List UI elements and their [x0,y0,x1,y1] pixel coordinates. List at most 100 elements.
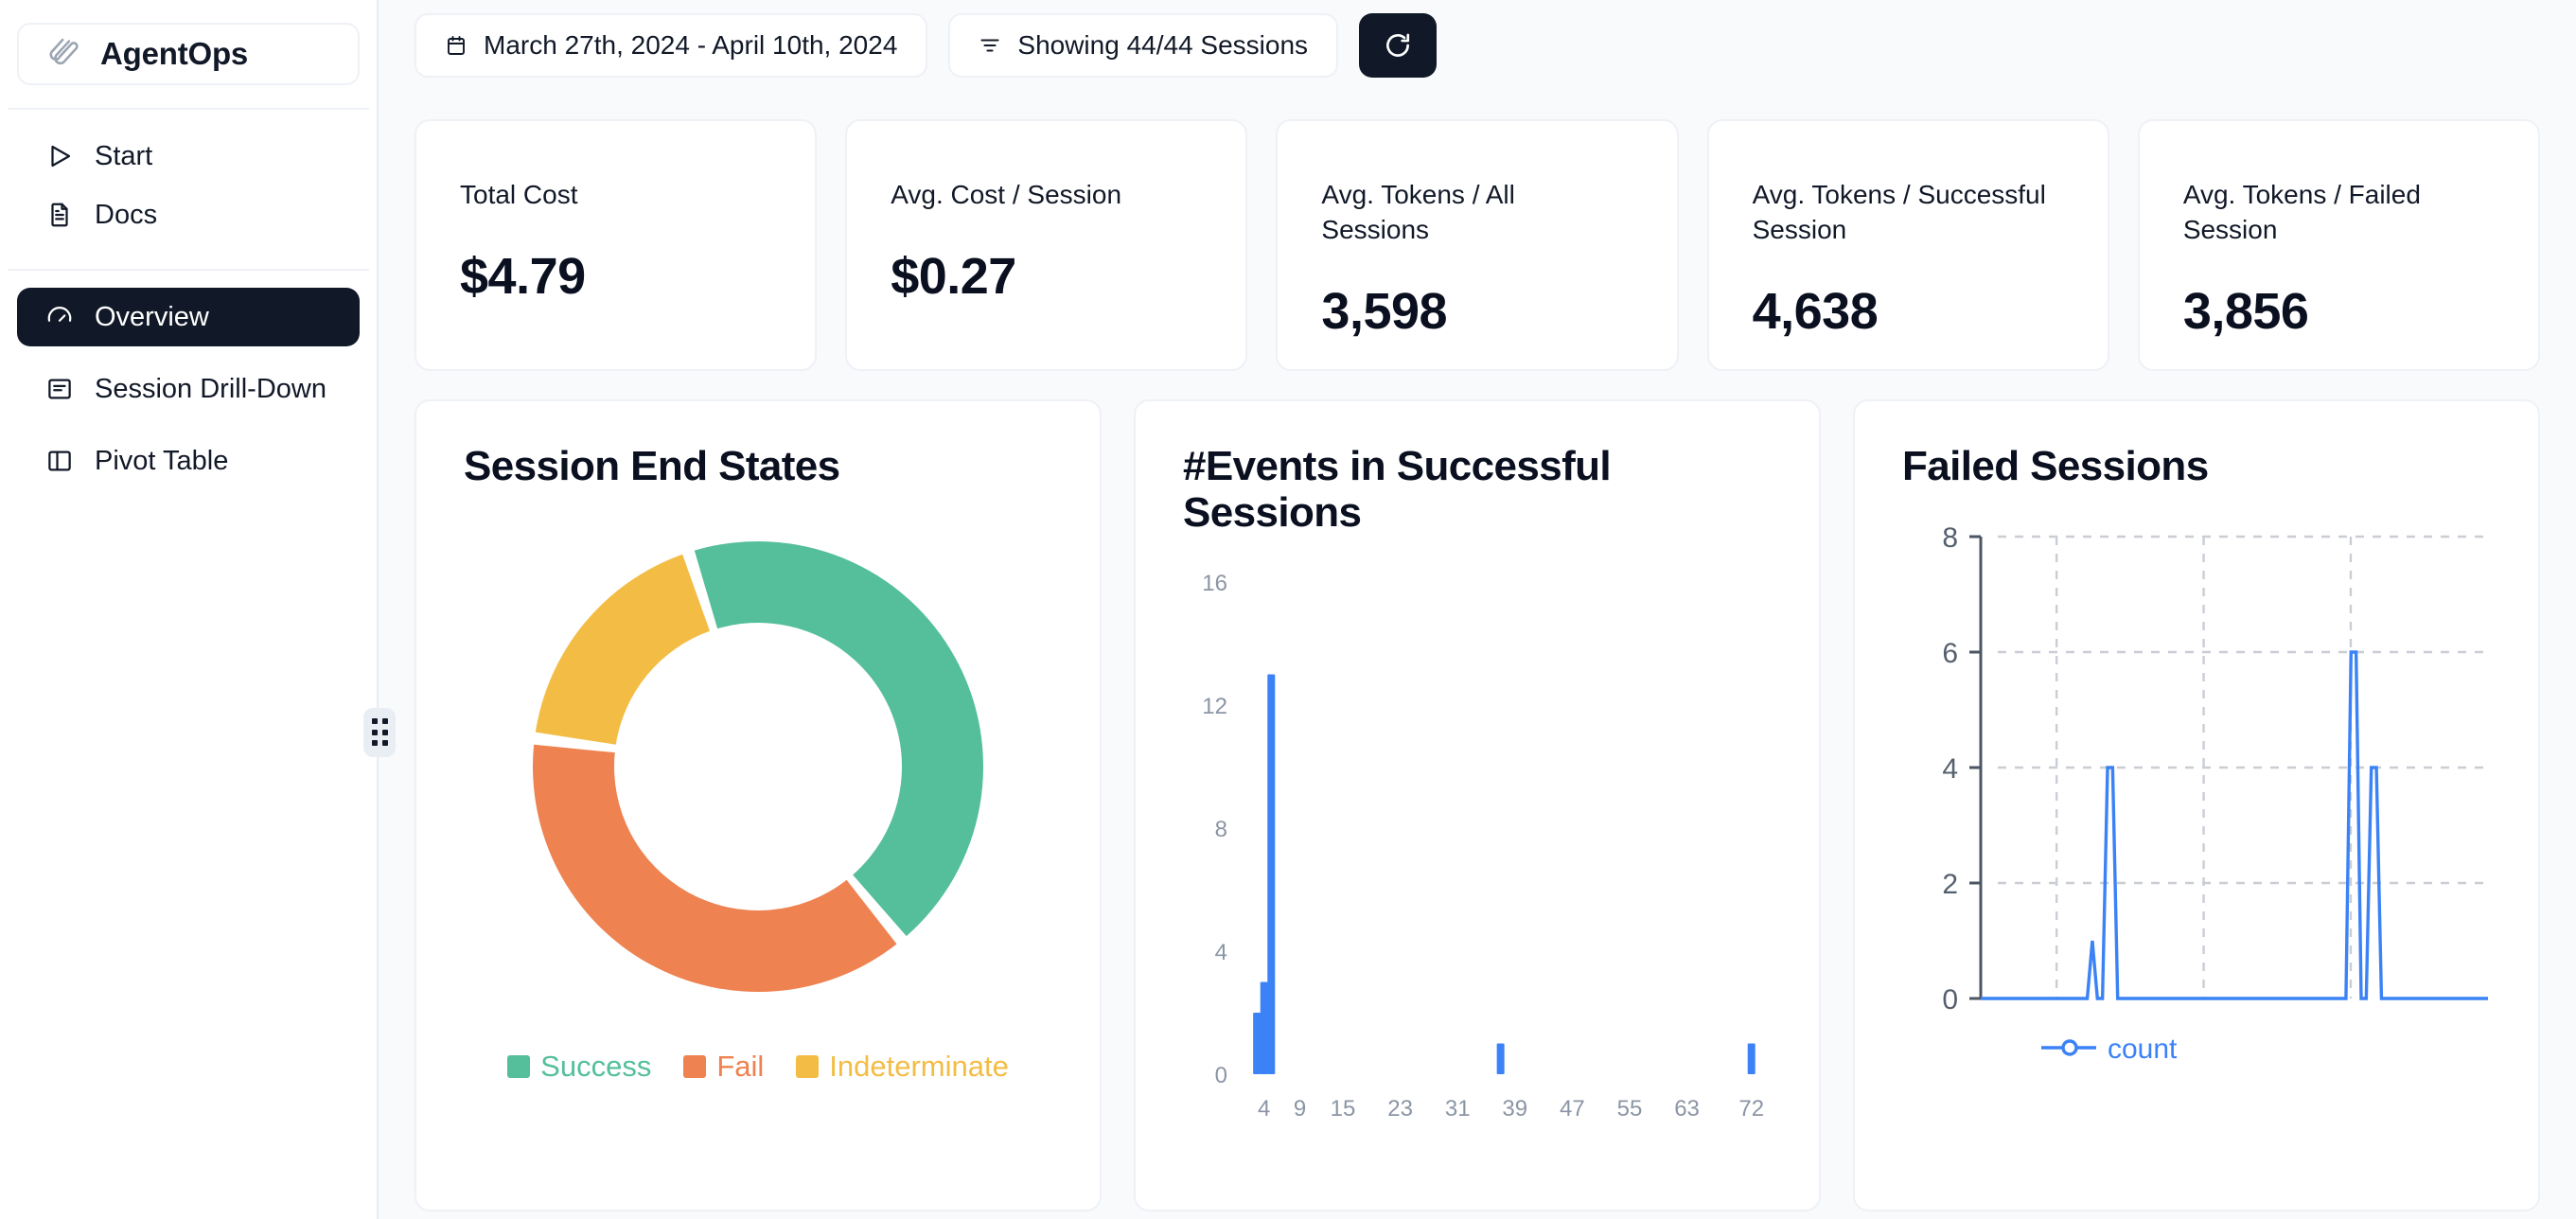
x-tick-label: 31 [1445,1096,1471,1122]
x-tick-label: 4 [1258,1096,1270,1122]
chart-card-session-end-states: Session End States Success Fail [415,399,1102,1211]
brand-name: AgentOps [100,36,249,71]
donut-slice-success[interactable] [694,541,983,937]
charts-row: Session End States Success Fail [415,399,2540,1211]
sidebar-item-docs-label: Docs [95,199,158,230]
chart-title: Failed Sessions [1902,443,2209,489]
sidebar-secondary-nav: Overview Session Drill-Down Pivot Table [0,271,377,490]
brand-button[interactable]: AgentOps [17,23,360,85]
donut-chart [416,506,1100,1036]
refresh-icon [1386,33,1410,57]
handle-dot [371,718,378,724]
calendar-icon [448,36,465,55]
legend-item-indeterminate[interactable]: Indeterminate [796,1050,1009,1084]
sidebar: AgentOps Start Docs [0,0,379,1219]
stats-row: Total Cost $4.79 Avg. Cost / Session $0.… [415,119,2541,371]
date-range-picker[interactable]: March 27th, 2024 - April 10th, 2024 [415,13,928,78]
gauge-icon [47,307,72,322]
chart-title: #Events in Successful Sessions [1183,443,1612,537]
sidebar-item-session-drill-down-label: Session Drill-Down [95,373,326,404]
sidebar-item-overview[interactable]: Overview [17,288,360,346]
y-tick-label: 0 [1942,984,1958,1016]
donut-legend: Success Fail Indeterminate [416,1050,1100,1084]
chart-card-events-in-successful-sessions: #Events in Successful Sessions 0 4 8 12 16 4 9… [1134,399,1821,1211]
donut-slice-fail[interactable] [533,745,897,993]
sidebar-divider-top [8,108,369,110]
legend-item-fail[interactable]: Fail [683,1050,764,1084]
y-tick-label: 12 [1202,694,1227,719]
document-icon [51,203,68,227]
sidebar-divider-mid [8,269,369,271]
filter-icon [980,39,999,52]
legend-swatch-success [507,1055,531,1079]
nav-spacer-1 [17,346,360,360]
x-tick-label: 15 [1331,1096,1356,1122]
stat-label: Avg. Tokens / Failed Session [2182,180,2421,244]
chart-title: Session End States [464,443,840,489]
y-tick-label: 4 [1942,753,1958,785]
stat-value: 3,598 [1321,282,1448,340]
y-tick-label: 6 [1942,638,1958,669]
toolbar: March 27th, 2024 - April 10th, 2024 Show… [415,0,2540,91]
sidebar-item-pivot-table-label: Pivot Table [95,445,229,476]
legend-label-count[interactable]: count [2108,1034,2178,1065]
refresh-button[interactable] [1359,13,1438,78]
sessions-filter-label: Showing 44/44 Sessions [1017,30,1309,60]
stat-label: Avg. Tokens / All Sessions [1321,180,1515,244]
y-tick-label: 0 [1215,1063,1227,1088]
x-tick-label: 72 [1738,1096,1764,1122]
sidebar-primary-nav: Start Docs [0,110,377,244]
line-series-count[interactable] [1981,650,2488,1000]
handle-dot [371,729,378,735]
legend-label-indeterminate: Indeterminate [829,1050,1009,1084]
x-tick-label: 63 [1674,1096,1700,1122]
handle-dot [381,740,388,747]
sidebar-item-session-drill-down[interactable]: Session Drill-Down [17,360,360,418]
legend-item-success[interactable]: Success [507,1050,651,1084]
handle-dot [371,740,378,747]
play-icon [51,145,71,168]
stat-card-avg-tokens-successful-session: Avg. Tokens / Successful Session 4,638 [1706,119,2109,371]
main-content: March 27th, 2024 - April 10th, 2024 Show… [379,0,2576,1219]
stat-value: 3,856 [2182,282,2309,340]
x-tick-label: 9 [1294,1096,1306,1122]
stat-card-avg-cost-session: Avg. Cost / Session $0.27 [845,119,1248,371]
legend-label-fail: Fail [716,1050,765,1084]
bar[interactable] [1496,1043,1505,1074]
y-tick-label: 8 [1942,522,1958,554]
legend-marker-icon [2061,1039,2078,1056]
sessions-filter-button[interactable]: Showing 44/44 Sessions [948,13,1339,78]
y-tick-label: 2 [1942,869,1958,900]
stat-label: Total Cost [460,180,578,209]
sidebar-item-docs[interactable]: Docs [17,186,360,244]
x-tick-label: 47 [1560,1096,1585,1122]
x-tick-label: 39 [1502,1096,1527,1122]
list-box-icon [48,379,71,399]
bar[interactable] [1747,1043,1756,1074]
panel-split-icon [48,450,71,471]
stat-value: $4.79 [460,247,586,305]
legend-swatch-indeterminate [796,1055,820,1079]
y-tick-label: 16 [1202,571,1227,596]
stat-card-avg-tokens-failed-session: Avg. Tokens / Failed Session 3,856 [2137,119,2541,371]
sidebar-item-pivot-table[interactable]: Pivot Table [17,432,360,490]
bar[interactable] [1260,981,1268,1074]
session-end-states-donut[interactable] [465,506,1051,1036]
x-tick-label: 55 [1617,1096,1643,1122]
stat-value: 4,638 [1752,282,1879,340]
donut-slice-indeterminate[interactable] [535,555,711,746]
sidebar-resize-handle[interactable] [363,708,396,757]
bar[interactable] [1253,1012,1262,1074]
nav-spacer-2 [17,418,360,432]
paperclips-logo-icon [49,38,79,65]
bar[interactable] [1267,674,1276,1074]
sidebar-item-overview-label: Overview [95,301,209,332]
sidebar-item-start[interactable]: Start [17,127,360,186]
legend-swatch-fail [683,1055,707,1079]
stat-value: $0.27 [891,247,1016,305]
failed-sessions-line-plot[interactable]: 0 2 4 6 8 count [1875,497,2518,1103]
stat-label: Avg. Cost / Session [891,180,1122,209]
legend-label-success: Success [540,1050,652,1084]
